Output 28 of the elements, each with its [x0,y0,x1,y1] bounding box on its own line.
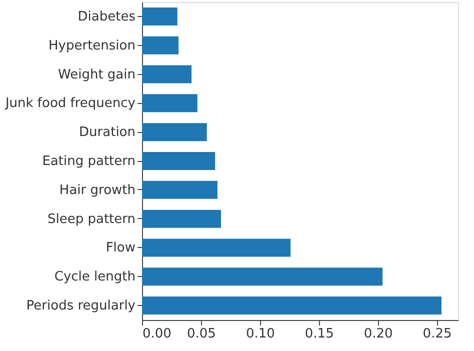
bar [142,268,383,286]
x-tick-label: 0.00 [142,326,172,342]
x-tick-label: 0.05 [186,326,216,342]
bar [142,296,442,315]
bar [142,180,218,199]
y-tick-label: Diabetes [78,9,136,24]
x-tick-label: 0.20 [364,326,393,342]
y-tick-label: Flow [106,240,136,256]
y-tick-label: Periods regularly [26,298,136,314]
x-tick-label: 0.25 [422,326,452,342]
y-tick-label: Junk food frequency [4,96,136,112]
bar [142,7,178,26]
bar [142,94,198,112]
x-tick-label: 0.10 [246,326,275,342]
bar [142,210,221,228]
y-tick-label: Cycle length [54,270,136,285]
y-tick-label: Hypertension [48,38,136,54]
bar [142,123,207,142]
bar [142,152,216,170]
y-tick-label: Eating pattern [42,154,136,169]
y-tick-label: Duration [79,125,136,140]
y-tick-label: Sleep pattern [47,212,136,227]
x-tick-label: 0.15 [304,326,334,342]
y-tick-label: Weight gain [58,67,136,82]
y-tick-label: Hair growth [59,182,136,198]
bar [142,238,291,257]
bar [142,65,192,84]
bar [142,36,179,54]
